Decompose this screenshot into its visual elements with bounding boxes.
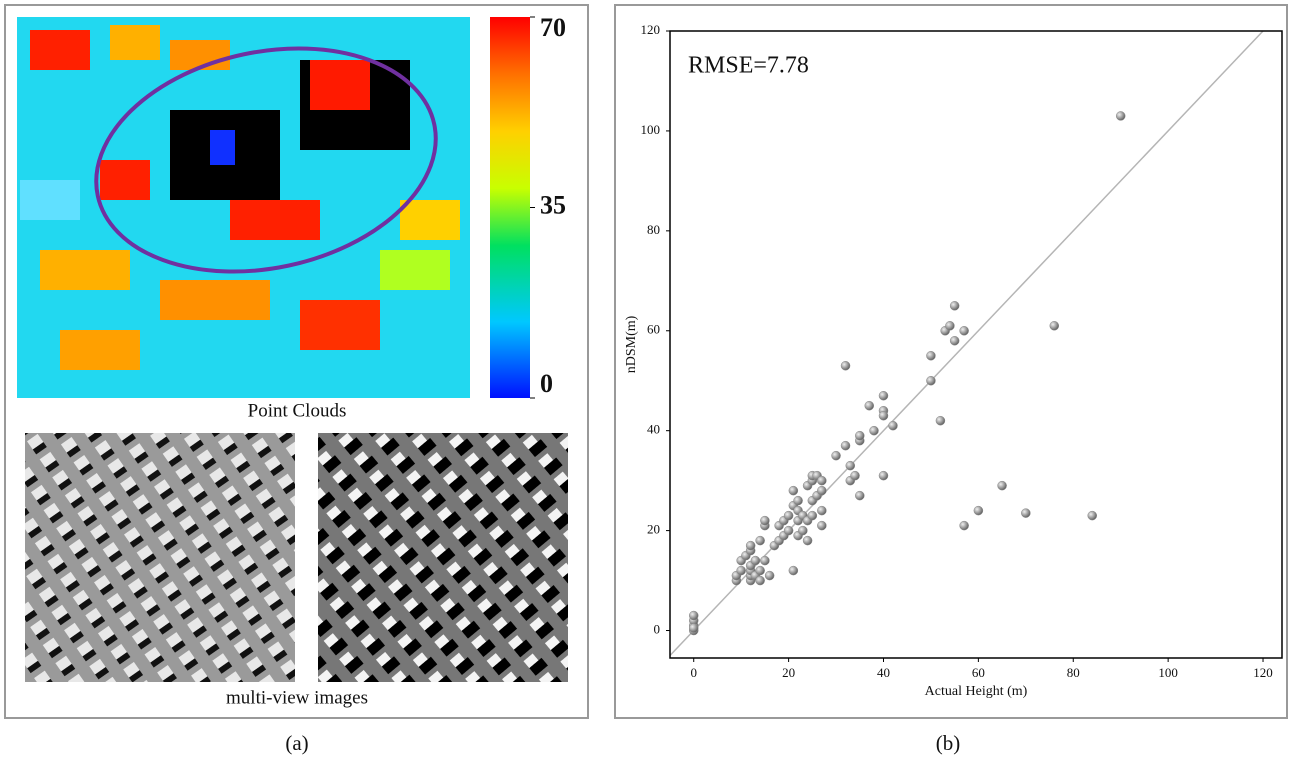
plot-frame [669, 30, 1283, 659]
point [935, 415, 946, 426]
point [788, 485, 799, 496]
panel-frame [614, 4, 1288, 719]
point [949, 301, 960, 311]
point [736, 565, 746, 576]
point [755, 575, 765, 586]
point [878, 470, 889, 481]
point [959, 326, 969, 336]
point [760, 555, 770, 566]
y-tick-label: 20 [647, 522, 660, 537]
point [783, 525, 794, 536]
point [926, 350, 936, 361]
caption: (a) [285, 731, 308, 755]
point [878, 410, 889, 421]
colorbar-tick-label: 35 [540, 190, 566, 219]
point [855, 490, 865, 501]
x-tick-label: 120 [1253, 665, 1273, 680]
point [788, 565, 799, 576]
y-axis-label: nDSM(m) [624, 315, 639, 373]
x-tick-label: 40 [877, 665, 890, 680]
point [817, 505, 827, 516]
point [764, 570, 775, 581]
point [817, 475, 827, 486]
x-tick-label: 60 [972, 665, 985, 680]
caption: (b) [936, 731, 961, 755]
point-cloud-image [17, 17, 470, 398]
x-tick-label: 100 [1158, 665, 1178, 680]
point [1115, 111, 1126, 121]
y-tick-label: 80 [647, 222, 660, 237]
colorbar [490, 17, 530, 398]
point [973, 505, 984, 516]
point [750, 555, 761, 566]
colorbar-tick-label: 0 [540, 369, 553, 398]
point [949, 336, 960, 346]
point [855, 430, 865, 441]
annotation: RMSE=7.78 [688, 53, 809, 79]
point [864, 400, 875, 411]
point [845, 460, 856, 471]
point [688, 610, 699, 621]
y-tick-label: 60 [647, 322, 660, 337]
point [807, 510, 818, 521]
point [688, 623, 699, 633]
reference-line [669, 30, 1264, 657]
y-tick-label: 120 [641, 22, 661, 37]
point [997, 480, 1007, 491]
y-tick-label: 40 [647, 422, 660, 437]
point [926, 375, 936, 386]
point [755, 565, 765, 576]
x-tick-label: 80 [1067, 665, 1080, 680]
point [817, 485, 827, 496]
point [760, 515, 770, 526]
point [959, 520, 969, 531]
point [745, 540, 756, 551]
multi-view-image [25, 433, 295, 682]
point [817, 520, 827, 531]
point [1021, 508, 1031, 518]
point [802, 535, 813, 546]
x-axis-label: Actual Height (m) [925, 684, 1028, 699]
panel-frame [4, 4, 589, 719]
y-tick-label: 0 [654, 622, 661, 637]
point [793, 495, 803, 506]
panel-label: Point Clouds [248, 400, 347, 421]
x-tick-label: 20 [782, 665, 795, 680]
point [831, 450, 841, 461]
colorbar-tick-label: 70 [540, 13, 566, 42]
point [850, 470, 860, 481]
x-tick-label: 0 [690, 665, 697, 680]
point [1087, 510, 1097, 521]
point [878, 390, 889, 401]
point [798, 525, 808, 536]
point [945, 321, 955, 331]
point [1049, 321, 1060, 331]
point [783, 510, 794, 521]
y-tick-label: 100 [641, 122, 661, 137]
panel-label: multi-view images [226, 687, 368, 708]
point [840, 440, 851, 451]
point [755, 535, 765, 546]
multi-view-image [318, 433, 568, 682]
point [840, 360, 851, 371]
point [869, 425, 879, 436]
point [888, 420, 898, 431]
